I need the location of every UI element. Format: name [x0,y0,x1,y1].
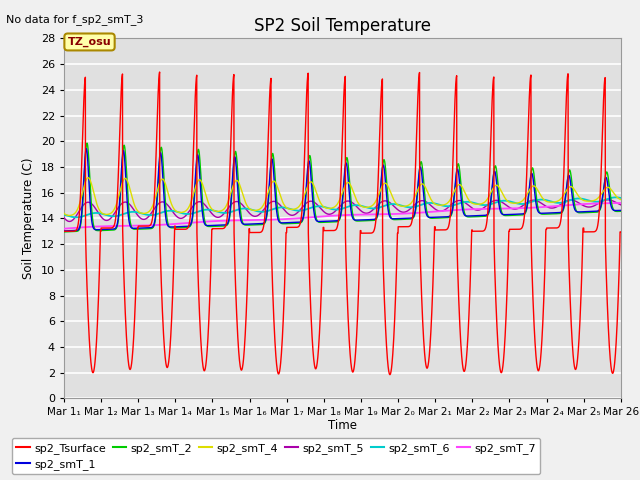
Text: TZ_osu: TZ_osu [68,37,111,47]
X-axis label: Time: Time [328,419,357,432]
Legend: sp2_Tsurface, sp2_smT_1, sp2_smT_2, sp2_smT_4, sp2_smT_5, sp2_smT_6, sp2_smT_7: sp2_Tsurface, sp2_smT_1, sp2_smT_2, sp2_… [12,438,540,474]
Text: No data for f_sp2_smT_3: No data for f_sp2_smT_3 [6,14,144,25]
Title: SP2 Soil Temperature: SP2 Soil Temperature [254,17,431,36]
Y-axis label: Soil Temperature (C): Soil Temperature (C) [22,157,35,279]
